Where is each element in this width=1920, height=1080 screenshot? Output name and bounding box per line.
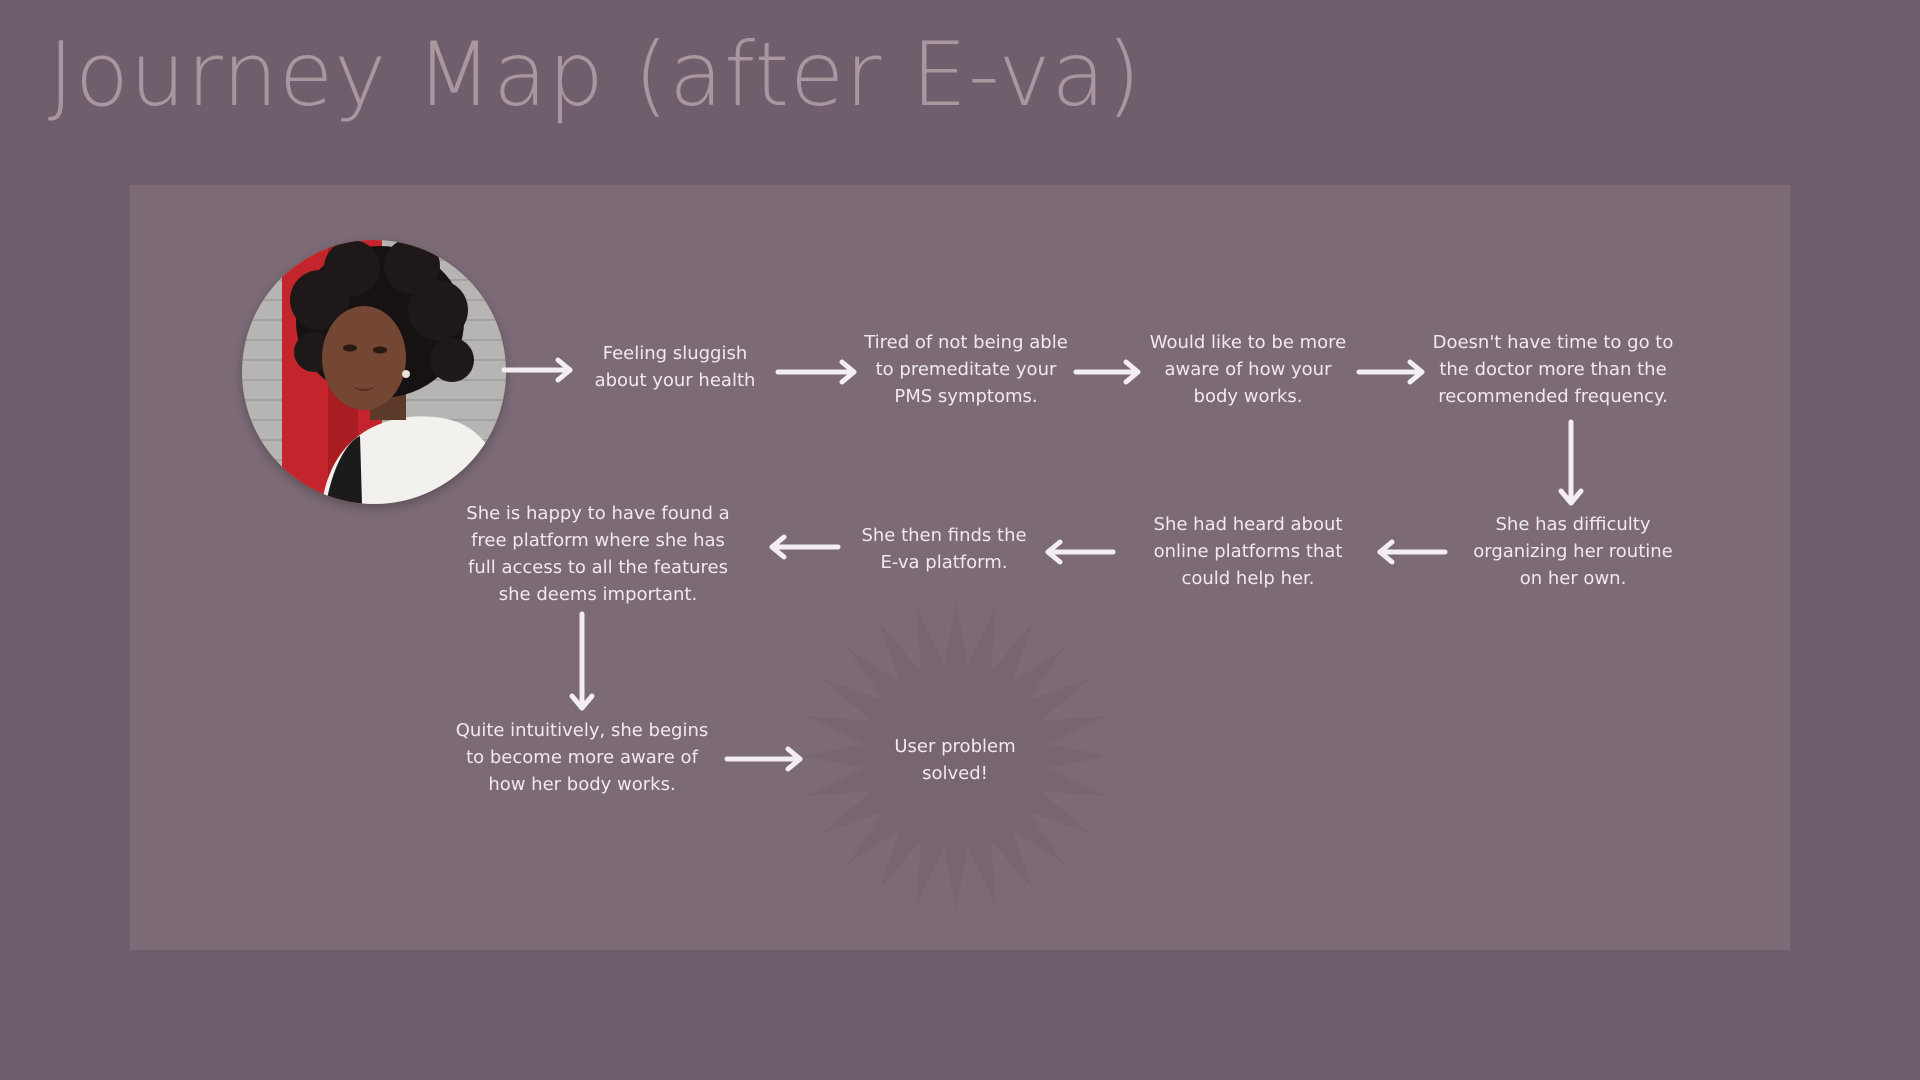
arrow-right-icon bbox=[724, 746, 803, 772]
step-feeling-sluggish: Feeling sluggish about your health bbox=[594, 343, 756, 391]
step-aware-body: Would like to be more aware of how your … bbox=[1149, 332, 1347, 407]
arrow-left-icon bbox=[1377, 539, 1448, 565]
arrow-right-icon bbox=[501, 357, 573, 383]
step-happy-platform: She is happy to have found a free platfo… bbox=[466, 503, 730, 605]
step-difficulty-routine: She has difficulty organizing her routin… bbox=[1473, 514, 1673, 589]
step-no-time-doctor: Doesn't have time to go to the doctor mo… bbox=[1432, 332, 1674, 407]
step-finds-eva: She then finds the E-va platform. bbox=[861, 525, 1027, 573]
starburst-shape bbox=[802, 602, 1110, 910]
arrow-down-icon bbox=[1558, 419, 1584, 506]
step-tired-pms: Tired of not being able to premeditate y… bbox=[864, 332, 1068, 407]
user-portrait-icon bbox=[242, 240, 506, 504]
page-title: Journey Map (after E-va) bbox=[48, 23, 1142, 126]
step-intuitively-aware: Quite intuitively, she begins to become … bbox=[455, 720, 709, 795]
arrow-left-icon bbox=[769, 534, 841, 560]
avatar bbox=[242, 240, 506, 504]
step-heard-platforms: She had heard about online platforms tha… bbox=[1153, 514, 1343, 589]
arrow-down-icon bbox=[569, 611, 595, 711]
arrow-right-icon bbox=[775, 359, 857, 385]
outcome-label: User problem solved! bbox=[894, 736, 1016, 784]
arrow-right-icon bbox=[1356, 359, 1425, 385]
arrow-left-icon bbox=[1045, 539, 1116, 565]
arrow-right-icon bbox=[1073, 359, 1141, 385]
